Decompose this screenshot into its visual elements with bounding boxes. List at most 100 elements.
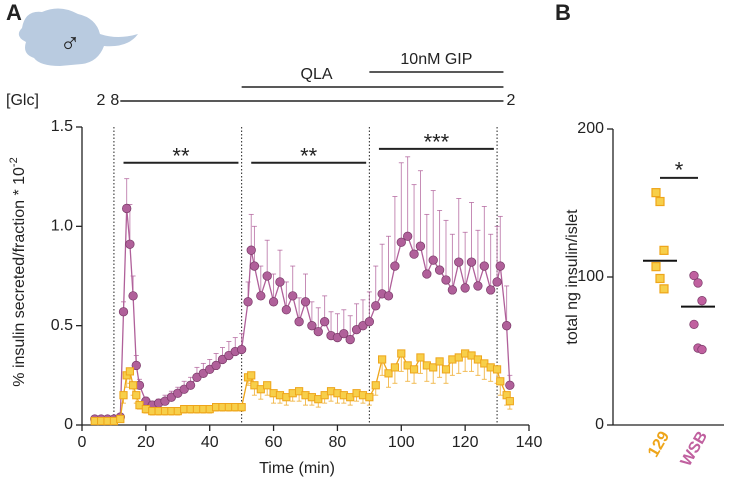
point (396, 237, 406, 247)
point (268, 297, 279, 307)
point (460, 283, 470, 293)
glc-level: 2 (506, 92, 515, 109)
significance-label: ** (300, 144, 318, 169)
y-tick-label: 1.5 (51, 118, 73, 135)
point (428, 255, 438, 265)
glc-label: [Glc] (6, 92, 39, 109)
point (495, 261, 505, 271)
y-tick-label: 200 (577, 120, 604, 137)
point (435, 357, 444, 366)
point (185, 380, 196, 390)
point (119, 391, 128, 400)
x-tick-label: 100 (388, 434, 415, 451)
significance-label: ** (172, 144, 190, 169)
mouse-icon (18, 8, 138, 67)
point (409, 249, 419, 259)
point (345, 334, 355, 345)
point (247, 371, 256, 380)
y-axis-label-text: % insulin secreted/fraction * 10 (11, 167, 28, 387)
point (300, 297, 311, 307)
point (403, 231, 413, 241)
point (262, 271, 272, 281)
point (397, 349, 406, 358)
point (505, 397, 514, 406)
point (416, 353, 425, 362)
point (243, 297, 253, 307)
point (339, 328, 349, 339)
point (384, 369, 393, 378)
point (122, 203, 132, 214)
point (496, 377, 505, 386)
point (263, 381, 272, 390)
x-tick-label: 120 (452, 434, 479, 451)
point (441, 275, 451, 285)
point (689, 270, 699, 281)
point (128, 381, 138, 390)
point (434, 265, 445, 275)
point (689, 319, 699, 330)
point (256, 291, 266, 301)
point (371, 301, 381, 311)
y-axis-label-exponent: -2 (8, 157, 20, 167)
point (307, 321, 317, 331)
point (486, 285, 496, 295)
point (441, 365, 451, 374)
point (128, 291, 138, 301)
point (246, 245, 256, 255)
point (125, 367, 134, 376)
point (473, 281, 483, 291)
glc-level: 8 (110, 92, 119, 109)
series (90, 349, 514, 426)
point (313, 326, 323, 337)
point (466, 257, 477, 267)
x-tick-label: 0 (78, 434, 87, 451)
point (281, 305, 291, 315)
x-tick-label: 129 (645, 429, 673, 461)
point (288, 291, 298, 301)
x-axis-label: Time (min) (259, 460, 335, 477)
point (236, 344, 247, 355)
point (697, 296, 707, 306)
series (90, 156, 515, 424)
y-tick-label: 0.5 (51, 317, 73, 334)
y-axis-label: total ng insulin/islet (564, 209, 581, 345)
y-tick-label: 0 (64, 416, 73, 433)
y-axis-label: % insulin secreted/fraction * 10-2 (8, 157, 28, 386)
point (415, 241, 426, 251)
point (651, 188, 661, 198)
point (371, 381, 380, 390)
point (249, 261, 260, 271)
point (294, 317, 304, 327)
point (118, 307, 129, 317)
point (409, 365, 419, 374)
sex-symbol: ♂ (60, 26, 81, 57)
point (479, 261, 489, 271)
point (132, 391, 141, 400)
treatment-label: 10nM GIP (400, 51, 472, 68)
glc-level: 2 (97, 92, 106, 109)
point (693, 278, 703, 288)
point (659, 245, 669, 255)
x-tick-label: 20 (137, 434, 155, 451)
point (275, 277, 285, 287)
point (365, 393, 374, 402)
point (454, 257, 464, 267)
x-tick-label: 60 (265, 434, 283, 451)
point (655, 196, 665, 207)
point (505, 380, 515, 390)
point (422, 269, 432, 279)
x-tick-label: 80 (329, 434, 347, 451)
point (651, 262, 661, 272)
point (237, 403, 246, 412)
point (447, 285, 458, 295)
point (502, 321, 512, 331)
point (429, 363, 438, 372)
point (492, 365, 502, 374)
panel-label: A (6, 0, 22, 25)
x-tick-label: 40 (201, 434, 219, 451)
y-tick-label: 0 (595, 416, 604, 433)
point (211, 360, 221, 371)
point (390, 363, 399, 372)
x-tick-label: 140 (516, 434, 543, 451)
